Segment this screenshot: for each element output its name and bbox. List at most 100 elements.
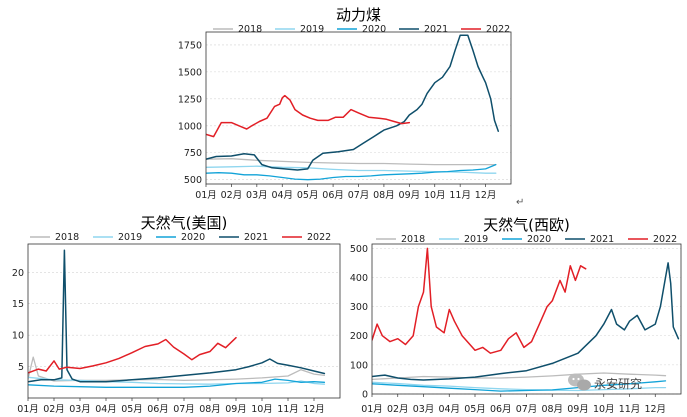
legend: 2018 2019 2020 2021 2022 — [213, 24, 510, 35]
series-line-2020 — [28, 378, 326, 388]
series-line-2018 — [372, 372, 667, 381]
legend-label-2022: 2022 — [307, 232, 331, 243]
y-tick-label: 10 — [12, 331, 24, 342]
series-line-2018 — [206, 158, 497, 166]
legend-label-2018: 2018 — [55, 232, 79, 243]
x-tick-label: 04月 — [271, 190, 293, 201]
chart-title: 天然气(西欧) — [483, 216, 570, 234]
x-tick-label: 10月 — [424, 190, 446, 201]
x-tick-label: 07月 — [348, 190, 370, 201]
y-tick-label: 1250 — [178, 94, 202, 105]
series-line-2019 — [206, 165, 497, 174]
x-tick-label: 10月 — [593, 404, 615, 415]
x-tick-label: 10月 — [251, 404, 273, 415]
legend-label-2022: 2022 — [653, 234, 677, 245]
legend-label-2020: 2020 — [181, 232, 205, 243]
x-tick-label: 03月 — [246, 190, 268, 201]
x-tick-label: 05月 — [464, 404, 486, 415]
series-line-2021 — [206, 34, 500, 171]
legend-label-2020: 2020 — [362, 24, 386, 35]
legend-label-2021: 2021 — [244, 232, 268, 243]
series-line-2020 — [206, 163, 497, 181]
plot-frame — [27, 243, 341, 399]
x-tick-label: 07月 — [173, 404, 195, 415]
plot-frame — [205, 31, 512, 185]
legend: 2018 2019 2020 2021 2022 — [376, 234, 677, 245]
chart-thermal-coal: 动力煤 500 750 1000 1250 1500 1750 01月 02月 03月 04月 05月… — [178, 6, 512, 201]
y-tick-label: 1000 — [178, 121, 202, 132]
series-line-2021 — [28, 249, 326, 383]
series-group — [206, 34, 500, 181]
return-marker: ↵ — [516, 197, 524, 208]
legend-label-2018: 2018 — [238, 24, 262, 35]
chart-title: 天然气(美国) — [141, 214, 228, 232]
x-tick-label: 01月 — [195, 190, 217, 201]
x-tick-label: 08月 — [373, 190, 395, 201]
x-tick-label: 04月 — [438, 404, 460, 415]
x-tick-label: 12月 — [303, 404, 325, 415]
legend-label-2018: 2018 — [401, 234, 425, 245]
legend-label-2022: 2022 — [486, 24, 510, 35]
x-tick-label: 08月 — [199, 404, 221, 415]
x-tick-label: 06月 — [147, 404, 169, 415]
x-tick-label: 05月 — [121, 404, 143, 415]
legend-label-2019: 2019 — [464, 234, 488, 245]
x-tick-label: 09月 — [399, 190, 421, 201]
series-line-2019 — [28, 376, 326, 385]
series-line-2022 — [372, 247, 587, 354]
x-tick-label: 11月 — [277, 404, 299, 415]
y-tick-label: 100 — [350, 360, 368, 371]
x-tick-label: 01月 — [361, 404, 383, 415]
series-line-2022 — [206, 94, 411, 138]
x-tick-label: 02月 — [43, 404, 65, 415]
y-tick-label: 300 — [350, 302, 368, 313]
y-tick-label: 15 — [12, 299, 24, 310]
y-tick-label: 200 — [350, 331, 368, 342]
x-tick-label: 02月 — [387, 404, 409, 415]
x-tick-label: 04月 — [95, 404, 117, 415]
x-tick-label: 12月 — [644, 404, 666, 415]
x-tick-label: 05月 — [297, 190, 319, 201]
y-tick-label: 750 — [184, 148, 202, 159]
x-tick-label: 03月 — [69, 404, 91, 415]
series-line-2022 — [28, 336, 237, 374]
wechat-icon — [568, 373, 591, 391]
legend: 2018 2019 2020 2021 2022 — [30, 232, 331, 243]
chart-natural-gas-us: 天然气(美国) 5 10 15 20 01月 02月 03月 04月 05月 06月 07月 08月 09… — [12, 214, 341, 415]
legend-label-2021: 2021 — [590, 234, 614, 245]
y-tick-label: 500 — [184, 175, 202, 186]
x-tick-label: 12月 — [475, 190, 497, 201]
watermark: 永安研究 — [568, 373, 642, 391]
y-tick-label: 500 — [350, 244, 368, 255]
x-tick-label: 03月 — [413, 404, 435, 415]
x-tick-label: 02月 — [221, 190, 243, 201]
x-tick-label: 06月 — [490, 404, 512, 415]
legend-label-2021: 2021 — [424, 24, 448, 35]
x-tick-label: 11月 — [619, 404, 641, 415]
legend-label-2020: 2020 — [527, 234, 551, 245]
y-tick-label: 5 — [18, 362, 24, 373]
x-tick-label: 08月 — [541, 404, 563, 415]
legend-label-2019: 2019 — [118, 232, 142, 243]
y-tick-label: 0 — [362, 390, 368, 401]
x-tick-label: 09月 — [567, 404, 589, 415]
series-group — [28, 249, 326, 388]
x-tick-label: 09月 — [225, 404, 247, 415]
series-line-2021 — [372, 262, 680, 381]
series-line-2019 — [372, 381, 667, 392]
y-tick-label: 20 — [12, 268, 24, 279]
x-tick-label: 11月 — [449, 190, 471, 201]
watermark-text: 永安研究 — [594, 376, 642, 391]
chart-natural-gas-west-europe: 天然气(西欧) 0 100 200 300 400 500 01月 02月 03月 04月 05月 06… — [350, 216, 682, 415]
legend-label-2019: 2019 — [300, 24, 324, 35]
y-tick-label: 400 — [350, 273, 368, 284]
series-line-2020 — [372, 380, 667, 392]
x-tick-label: 06月 — [322, 190, 344, 201]
y-tick-label: 1750 — [178, 40, 202, 51]
chart-title: 动力煤 — [336, 6, 381, 24]
x-tick-label: 01月 — [17, 404, 39, 415]
plot-frame — [371, 243, 682, 395]
x-tick-label: 07月 — [516, 404, 538, 415]
y-tick-label: 1500 — [178, 67, 202, 78]
